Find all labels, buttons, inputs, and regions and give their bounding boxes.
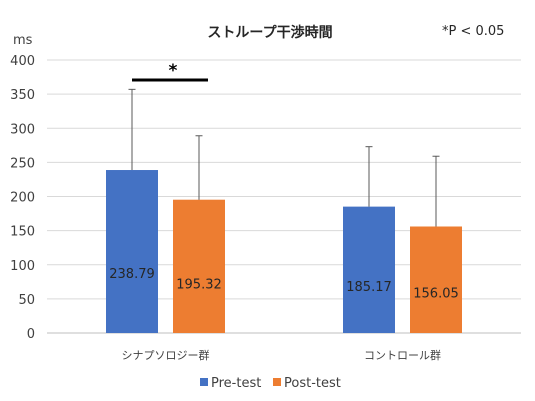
y-tick-label: 150 — [10, 225, 35, 240]
y-tick-label: 200 — [10, 191, 35, 206]
data-label: 185.17 — [346, 280, 392, 295]
y-tick-label: 350 — [10, 88, 35, 103]
bars — [106, 170, 462, 333]
y-axis-unit: ms — [13, 33, 33, 48]
data-label: 238.79 — [109, 267, 155, 282]
y-tick-label: 50 — [18, 293, 35, 308]
y-tick-label: 0 — [27, 327, 35, 342]
bar-pre-test — [106, 170, 158, 333]
significance-star: * — [169, 61, 178, 81]
legend-swatch-post-test — [273, 378, 281, 386]
bar-post-test — [173, 199, 225, 333]
y-tick-label: 400 — [10, 54, 35, 69]
y-tick-label: 100 — [10, 259, 35, 274]
legend-label-post-test: Post-test — [284, 376, 341, 391]
data-label: 156.05 — [413, 287, 459, 302]
bar-post-test — [410, 226, 462, 333]
significance-note: *P < 0.05 — [442, 24, 504, 39]
chart-title: ストループ干渉時間 — [207, 24, 332, 41]
data-labels: 238.79 195.32 185.17 156.05 — [109, 267, 459, 302]
error-bars — [128, 88, 440, 227]
y-tick-label: 250 — [10, 156, 35, 171]
legend-label-pre-test: Pre-test — [211, 376, 261, 391]
bar-pre-test — [343, 206, 395, 333]
legend-swatch-pre-test — [200, 378, 208, 386]
x-axis-categories: シナプソロジー群 コントロール群 — [122, 348, 442, 362]
category-label: コントロール群 — [364, 348, 441, 362]
category-label: シナプソロジー群 — [122, 348, 210, 362]
y-tick-label: 300 — [10, 122, 35, 137]
significance-marker: * — [132, 61, 208, 82]
legend: Pre-test Post-test — [200, 376, 341, 391]
data-label: 195.32 — [176, 277, 222, 292]
y-axis-ticks: 0 50 100 150 200 250 300 350 400 — [10, 54, 35, 342]
